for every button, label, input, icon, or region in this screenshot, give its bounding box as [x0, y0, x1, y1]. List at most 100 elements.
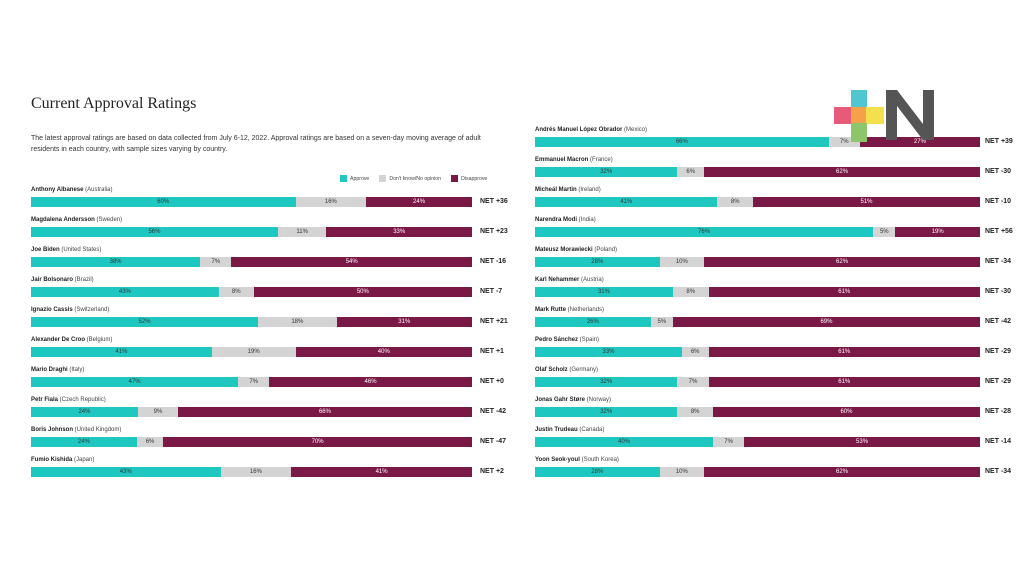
legend-item-dont-know: Don't know/No opinion	[379, 175, 441, 182]
leader-country: (Brazil)	[73, 277, 94, 283]
leader-label: Alexander De Croo (Belgium)	[31, 337, 112, 343]
stacked-bar: 28% 10% 62%	[535, 467, 980, 477]
net-value: NET +39	[985, 138, 1013, 145]
logo-block-left	[834, 107, 852, 124]
leader-name: Mateusz Morawiecki	[535, 247, 593, 253]
bar-segment-disapprove: 70%	[163, 437, 472, 447]
logo-block-right	[866, 107, 884, 124]
bar-segment-disapprove: 62%	[704, 167, 980, 177]
leader-name: Micheál Martin	[535, 187, 577, 193]
net-value: NET -29	[985, 378, 1012, 385]
leader-country: (South Korea)	[579, 457, 619, 463]
bar-segment-approve: 47%	[31, 377, 239, 387]
chart-column-left: Anthony Albanese (Australia) 60% 16% 24% NET…	[31, 187, 531, 487]
chart-row: Andrés Manuel López Obrador (Mexico) 66% 7…	[535, 127, 1024, 157]
chart-row: Mario Draghi (Italy) 47% 7% 46% NET +0	[31, 367, 531, 397]
leader-country: (Poland)	[592, 247, 618, 253]
bar-segment-dont-know: 7%	[828, 137, 860, 147]
bar-segment-dont-know: 10%	[659, 467, 705, 477]
leader-label: Andrés Manuel López Obrador (Mexico)	[535, 127, 647, 133]
leader-country: (Ireland)	[576, 187, 601, 193]
bar-segment-disapprove: 66%	[177, 407, 472, 417]
leader-country: (France)	[588, 157, 613, 163]
bar-segment-disapprove: 61%	[708, 377, 980, 387]
bar-segment-disapprove: 62%	[704, 467, 980, 477]
leader-name: Justin Trudeau	[535, 427, 578, 433]
bar-segment-approve: 32%	[535, 167, 678, 177]
bar-segment-dont-know: 16%	[295, 197, 367, 207]
net-value: NET -34	[985, 258, 1012, 265]
bar-segment-dont-know: 19%	[211, 347, 296, 357]
stacked-bar: 32% 7% 61%	[535, 377, 980, 387]
leader-country: (Sweden)	[94, 217, 123, 223]
bar-segment-disapprove: 19%	[895, 227, 980, 237]
bar-segment-approve: 40%	[535, 437, 713, 447]
net-value: NET +23	[480, 228, 508, 235]
chart-row: Jonas Gahr Støre (Norway) 32% 8% 60% NET -28	[535, 397, 1024, 427]
bar-segment-disapprove: 54%	[231, 257, 472, 267]
stacked-bar: 76% 5% 19%	[535, 227, 980, 237]
logo-block-center	[851, 107, 867, 124]
bar-segment-dont-know: 8%	[672, 287, 709, 297]
legend-label-disapprove: Disapprove	[461, 175, 488, 182]
net-value: NET -10	[985, 198, 1012, 205]
chart-row: Pedro Sánchez (Spain) 33% 6% 61% NET -29	[535, 337, 1024, 367]
bar-segment-dont-know: 9%	[137, 407, 178, 417]
bar-segment-approve: 32%	[535, 407, 678, 417]
bar-segment-approve: 41%	[535, 197, 718, 207]
chart-row: Karl Nehammer (Austria) 31% 8% 61% NET -30	[535, 277, 1024, 307]
leader-label: Mark Rutte (Netherlands)	[535, 307, 604, 313]
leader-country: (Australia)	[83, 187, 113, 193]
bar-segment-disapprove: 27%	[859, 137, 980, 147]
leader-country: (Belgium)	[85, 337, 113, 343]
leader-name: Jonas Gahr Støre	[535, 397, 586, 403]
logo-block-top	[851, 90, 867, 108]
bar-segment-disapprove: 50%	[253, 287, 472, 297]
bar-segment-disapprove: 31%	[336, 317, 472, 327]
chart-row: Joe Biden (United States) 38% 7% 54% NET -16	[31, 247, 531, 277]
leader-country: (India)	[577, 217, 596, 223]
legend-swatch-approve	[340, 175, 347, 182]
leader-label: Magdalena Andersson (Sweden)	[31, 217, 122, 223]
leader-country: (Netherlands)	[566, 307, 605, 313]
stacked-bar: 31% 8% 61%	[535, 287, 980, 297]
leader-name: Joe Biden	[31, 247, 60, 253]
leader-country: (United States)	[59, 247, 102, 253]
leader-country: (Austria)	[579, 277, 604, 283]
chart-row: Ignazio Cassis (Switzerland) 52% 18% 31% NET…	[31, 307, 531, 337]
stacked-bar: 60% 16% 24%	[31, 197, 472, 207]
leader-name: Pedro Sánchez	[535, 337, 579, 343]
net-value: NET -30	[985, 168, 1012, 175]
legend-swatch-disapprove	[451, 175, 459, 182]
leader-name: Fumio Kishida	[31, 457, 73, 463]
leader-country: (United Kingdom)	[73, 427, 122, 433]
leader-label: Boris Johnson (United Kingdom)	[31, 427, 121, 433]
net-value: NET -29	[985, 348, 1012, 355]
leader-country: (Mexico)	[622, 127, 648, 133]
leader-name: Magdalena Andersson	[31, 217, 95, 223]
leader-name: Andrés Manuel López Obrador	[535, 127, 623, 133]
leader-label: Petr Fiala (Czech Republic)	[31, 397, 106, 403]
bar-segment-disapprove: 60%	[712, 407, 980, 417]
chart-row: Anthony Albanese (Australia) 60% 16% 24% NET…	[31, 187, 531, 217]
bar-segment-dont-know: 8%	[717, 197, 754, 207]
leader-country: (Switzerland)	[72, 307, 110, 313]
bar-segment-dont-know: 18%	[258, 317, 337, 327]
net-value: NET -47	[480, 438, 507, 445]
bar-segment-dont-know: 6%	[681, 347, 709, 357]
bar-segment-disapprove: 46%	[269, 377, 472, 387]
bar-segment-disapprove: 61%	[708, 287, 980, 297]
chart-row: Mark Rutte (Netherlands) 26% 5% 69% NET -42	[535, 307, 1024, 337]
leader-name: Olaf Scholz	[535, 367, 568, 373]
stacked-bar: 66% 7% 27%	[535, 137, 980, 147]
stacked-bar: 33% 6% 61%	[535, 347, 980, 357]
legend-item-disapprove: Disapprove	[451, 175, 487, 182]
bar-segment-dont-know: 7%	[200, 257, 232, 267]
leader-label: Ignazio Cassis (Switzerland)	[31, 307, 109, 313]
bar-segment-disapprove: 62%	[704, 257, 980, 267]
logo-block-bottom	[851, 123, 867, 142]
net-value: NET +36	[480, 198, 508, 205]
leader-label: Yoon Seok-youl (South Korea)	[535, 457, 619, 463]
leader-name: Mark Rutte	[535, 307, 567, 313]
leader-name: Boris Johnson	[31, 427, 74, 433]
